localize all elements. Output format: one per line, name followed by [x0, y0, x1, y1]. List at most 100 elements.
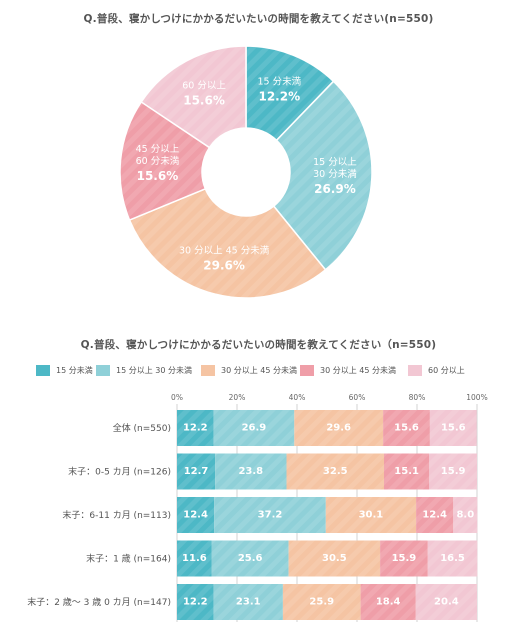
bar-value-r1-s1: 12.2 [183, 423, 208, 434]
bar-seg-texture-r4-s5 [427, 540, 478, 577]
bar-seg-texture-r3-s5 [453, 497, 478, 533]
bar-seg-texture-r3-s4 [416, 497, 454, 533]
bar-value-r3-s1: 12.4 [183, 510, 208, 521]
category-label-4: 末子：1 歳 (n=164) [86, 553, 171, 565]
legend-label-4: 30 分以上 45 分未満 [320, 365, 396, 375]
bar-seg-texture-r2-s3 [286, 453, 384, 490]
x-tick-label-1: 0% [171, 393, 183, 402]
donut-label-2-2: 30 分未満 [313, 168, 357, 180]
bar-value-r1-s2: 26.9 [242, 423, 267, 434]
bar-value-r3-s5: 8.0 [456, 510, 474, 521]
bar-seg-r3-s5 [453, 497, 478, 533]
x-tick-label-2: 20% [229, 393, 246, 402]
bar-seg-texture-r2-s2 [215, 453, 287, 490]
x-tick-label-5: 80% [409, 393, 426, 402]
donut-label-1-1: 15 分未満 [258, 75, 302, 87]
bar-seg-r2-s3 [286, 453, 384, 490]
bar-value-r4-s4: 15.9 [392, 553, 417, 564]
bar-seg-r5-s1 [177, 584, 214, 620]
bar-seg-texture-r3-s2 [214, 497, 326, 533]
bar-value-r5-s4: 18.4 [376, 597, 401, 608]
legend-item-3: 30 分以上 45 分未満 [201, 363, 297, 377]
bar-value-r4-s5: 16.5 [440, 553, 465, 564]
bar-seg-texture-r1-s5 [429, 410, 477, 446]
bar-chart-legend: 15 分未満 15 分以上 30 分未満 30 分以上 45 分未満 30 分以… [36, 363, 506, 377]
bar-seg-texture-r2-s5 [429, 453, 477, 490]
legend-item-5: 60 分以上 [408, 363, 465, 377]
bar-value-r5-s1: 12.2 [183, 597, 208, 608]
bar-value-r1-s3: 29.6 [326, 423, 351, 434]
bar-seg-texture-r3-s3 [325, 497, 417, 533]
donut-chart-title: Q.普段、寝かしつけにかかるだいたいの時間を教えてください(n=550) [83, 13, 434, 25]
bar-seg-texture-r4-s4 [380, 540, 428, 577]
bar-seg-r4-s3 [288, 540, 381, 577]
donut-value-3: 29.6% [203, 258, 245, 272]
bar-seg-r4-s5 [427, 540, 478, 577]
category-label-5: 末子：2 歳～ 3 歳 0 カ月 (n=147) [27, 596, 171, 608]
bar-value-r2-s5: 15.9 [441, 466, 466, 477]
bar-seg-texture-r1-s4 [383, 410, 430, 446]
bar-seg-r5-s3 [282, 584, 361, 620]
donut-label-3-1: 30 分以上 45 分未満 [179, 244, 270, 256]
bar-seg-r1-s1 [177, 410, 214, 446]
bar-seg-texture-r3-s1 [177, 497, 215, 533]
donut-value-4: 15.6% [137, 169, 179, 183]
bar-seg-texture-r4-s1 [177, 540, 212, 577]
donut-label-4-1: 45 分以上 [136, 144, 180, 155]
legend-swatch-2 [96, 364, 110, 376]
bar-seg-texture-r1-s2 [213, 410, 295, 446]
bar-value-r1-s5: 15.6 [441, 423, 466, 434]
donut-label-5-1: 60 分以上 [182, 80, 226, 91]
bar-seg-r4-s1 [177, 540, 212, 577]
bar-value-r5-s5: 20.4 [434, 597, 459, 608]
bar-seg-texture-r5-s2 [213, 584, 283, 620]
donut-slice-texture-2 [272, 80, 373, 271]
bar-seg-texture-r1-s3 [294, 410, 384, 446]
bar-value-r2-s1: 12.7 [184, 466, 209, 477]
bar-seg-r3-s4 [416, 497, 454, 533]
donut-slice-texture-4 [119, 100, 211, 222]
bar-value-r4-s1: 11.6 [182, 553, 207, 564]
bar-value-r3-s3: 30.1 [359, 510, 384, 521]
bar-seg-r3-s1 [177, 497, 215, 533]
bar-seg-r4-s2 [211, 540, 289, 577]
bar-seg-texture-r5-s1 [177, 584, 214, 620]
legend-item-1: 15 分未満 [36, 363, 93, 377]
donut-value-1: 12.2% [258, 89, 300, 103]
bar-seg-r2-s4 [384, 453, 430, 490]
donut-label-2-1: 15 分以上 [313, 157, 357, 168]
bar-seg-r3-s3 [325, 497, 417, 533]
bar-value-r2-s2: 23.8 [238, 466, 263, 477]
donut-label-4-2: 60 分未満 [136, 155, 180, 167]
bar-seg-texture-r2-s1 [177, 453, 216, 490]
bar-seg-r3-s2 [214, 497, 326, 533]
bar-value-r5-s3: 25.9 [309, 597, 334, 608]
bar-seg-r2-s1 [177, 453, 216, 490]
bar-chart-title: Q.普段、寝かしつけにかかるだいたいの時間を教えてください（n=550) [80, 339, 437, 351]
donut-value-5: 15.6% [183, 93, 225, 107]
bar-seg-r1-s2 [213, 410, 295, 446]
bar-seg-r1-s4 [383, 410, 430, 446]
legend-swatch-4 [300, 364, 314, 376]
bar-value-r5-s2: 23.1 [236, 597, 261, 608]
x-tick-label-4: 60% [349, 393, 366, 402]
legend-swatch-1 [36, 364, 50, 376]
category-label-1: 全体 (n=550) [113, 422, 171, 434]
legend-swatch-5 [408, 364, 422, 376]
donut-slice-texture-3 [128, 187, 327, 299]
bar-value-r2-s3: 32.5 [323, 466, 348, 477]
bar-value-r3-s2: 37.2 [258, 510, 283, 521]
legend-label-1: 15 分未満 [56, 365, 93, 375]
x-tick-label-3: 40% [289, 393, 306, 402]
bar-seg-texture-r5-s5 [415, 584, 477, 620]
bar-seg-r2-s5 [429, 453, 477, 490]
bar-seg-r5-s2 [213, 584, 283, 620]
donut-value-2: 26.9% [314, 182, 356, 196]
bar-seg-r4-s4 [380, 540, 428, 577]
bar-seg-r2-s2 [215, 453, 287, 490]
bar-seg-texture-r4-s2 [211, 540, 289, 577]
bar-seg-texture-r5-s3 [282, 584, 361, 620]
x-tick-label-6: 100% [466, 393, 487, 402]
legend-label-5: 60 分以上 [428, 365, 465, 375]
